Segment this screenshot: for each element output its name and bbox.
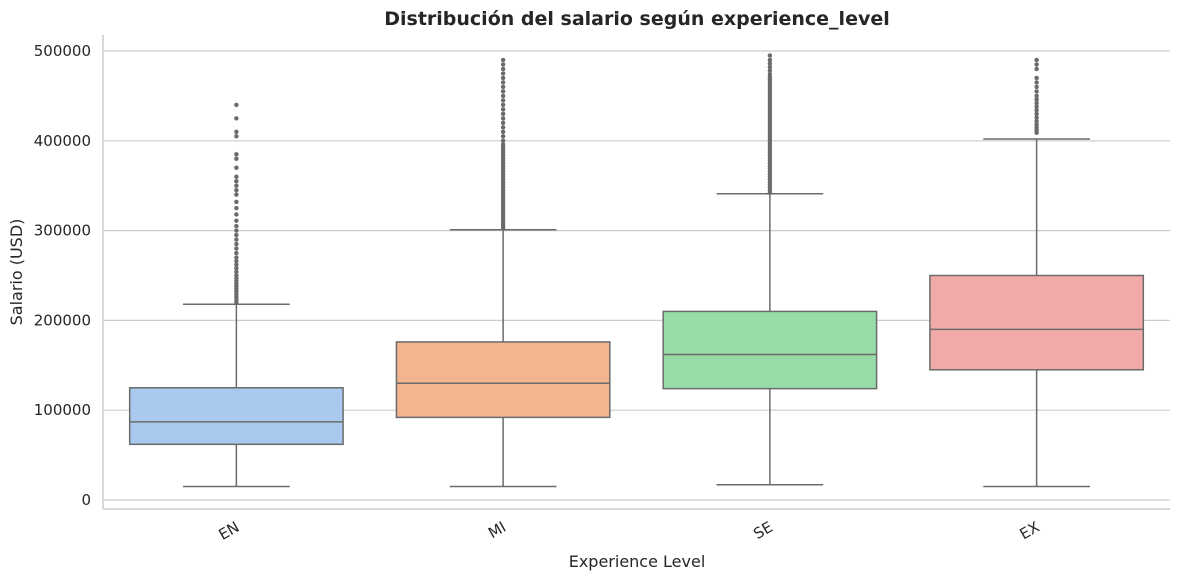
outlier-point (1034, 62, 1039, 67)
outlier-point (500, 75, 506, 81)
box-EN (128, 102, 344, 488)
outlier-point (1034, 75, 1039, 81)
box-EX (929, 57, 1145, 488)
y-tick-label: 200000 (34, 311, 91, 329)
x-axis-label: Experience Level (569, 552, 706, 571)
outlier-point (1034, 80, 1039, 85)
x-tick-label: SE (750, 518, 775, 543)
outlier-point (500, 116, 506, 121)
outlier-point (500, 138, 506, 144)
outlier-point (234, 183, 239, 188)
y-tick-label: 400000 (34, 132, 91, 150)
outlier-point (767, 53, 773, 58)
outlier-point (234, 241, 239, 247)
outlier-point (1034, 84, 1039, 90)
outlier-point (234, 187, 239, 193)
outlier-point (500, 93, 506, 99)
outlier-point (500, 120, 506, 126)
x-tick-labels: EN MI SE EX (215, 518, 1042, 544)
y-tick-label: 500000 (34, 42, 91, 60)
outlier-point (767, 57, 773, 63)
y-tick-labels: 0 100000 200000 300000 400000 500000 (34, 42, 91, 509)
y-tick-label: 300000 (34, 222, 91, 240)
box-SE (662, 53, 878, 486)
outlier-point (500, 125, 506, 130)
outlier-point (234, 178, 239, 184)
outlier-point (500, 89, 506, 94)
outlier-point (234, 165, 239, 170)
outlier-point (234, 199, 239, 205)
outlier-point (1034, 57, 1039, 63)
iqr-box (929, 274, 1145, 371)
outlier-point (234, 129, 239, 135)
outlier-point (234, 174, 239, 179)
outlier-point (1034, 89, 1039, 94)
outlier-point (500, 134, 506, 139)
x-tick-label: EN (215, 518, 242, 544)
y-tick-label: 100000 (34, 401, 91, 419)
outlier-point (500, 62, 506, 67)
iqr-box (662, 310, 878, 390)
outlier-point (500, 111, 506, 117)
outlier-point (500, 102, 506, 108)
outlier-point (234, 218, 239, 223)
y-axis-label: Salario (USD) (7, 219, 26, 326)
outlier-point (500, 71, 506, 76)
iqr-box (128, 387, 344, 446)
outlier-point (500, 66, 506, 72)
outlier-point (234, 246, 239, 251)
outlier-point (234, 212, 239, 217)
outlier-point (234, 232, 239, 238)
x-tick-label: EX (1017, 518, 1043, 543)
iqr-box (395, 341, 611, 419)
outlier-point (500, 129, 506, 135)
x-tick-label: MI (485, 518, 509, 542)
outlier-point (234, 237, 239, 242)
outlier-point (500, 57, 506, 63)
y-tick-label: 0 (81, 491, 91, 509)
outlier-point (234, 102, 239, 108)
outlier-point (500, 98, 506, 103)
outlier-point (234, 228, 239, 233)
outlier-point (234, 223, 239, 229)
outlier-point (1034, 93, 1039, 99)
axis-spines (102, 35, 1170, 510)
outlier-point (234, 255, 239, 260)
outlier-point (234, 250, 239, 256)
outlier-point (500, 107, 506, 112)
outlier-point (234, 116, 239, 121)
outlier-point (234, 134, 239, 139)
box-MI (395, 57, 611, 488)
outlier-point (500, 84, 506, 90)
outlier-point (234, 156, 239, 162)
chart-title: Distribución del salario según experienc… (384, 8, 890, 30)
outlier-point (1034, 66, 1039, 72)
outlier-point (234, 152, 239, 157)
box-series (128, 53, 1145, 488)
outlier-point (234, 192, 239, 197)
outlier-point (500, 80, 506, 85)
outlier-point (234, 205, 239, 211)
